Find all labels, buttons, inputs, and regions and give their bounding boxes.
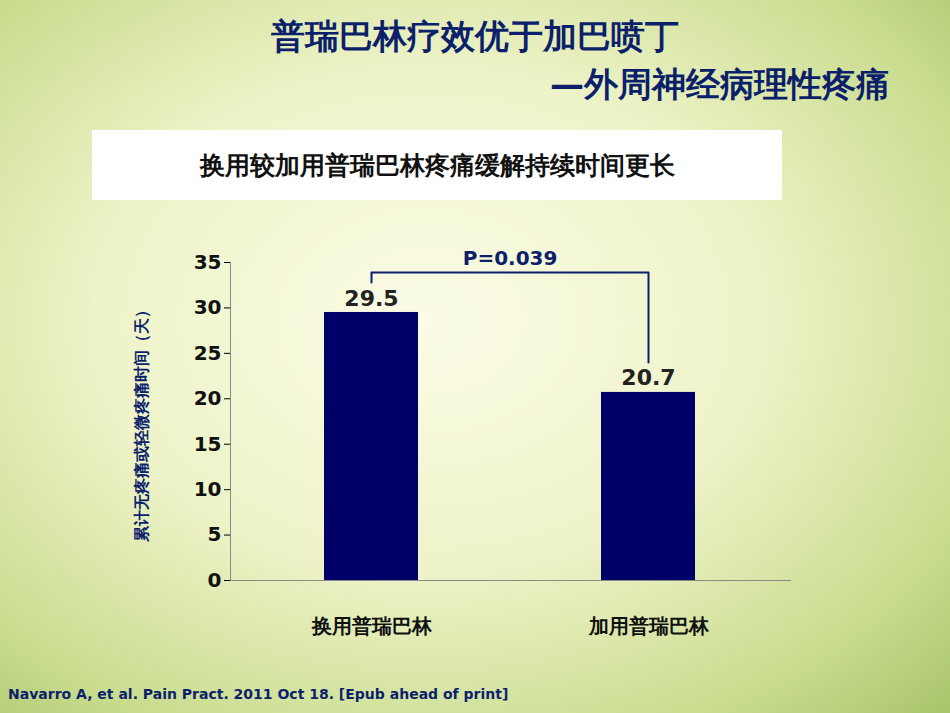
- svg-text:累计无疼痛或轻微疼痛时间（天）: 累计无疼痛或轻微疼痛时间（天）: [132, 302, 151, 543]
- svg-text:35: 35: [194, 250, 222, 274]
- html-text:—外周神经病理性疼痛: —外周神经病理性疼痛: [550, 64, 890, 104]
- svg-text:0: 0: [208, 568, 222, 592]
- svg-text:30: 30: [194, 295, 222, 319]
- html-text:Navarro A, et al. Pain Pract.: Navarro A, et al. Pain Pract. 2011 Oct 1…: [8, 686, 509, 702]
- svg-text:P=0.039: P=0.039: [463, 246, 558, 270]
- svg-text:换用普瑞巴林: 换用普瑞巴林: [311, 614, 433, 638]
- svg-text:加用普瑞巴林: 加用普瑞巴林: [588, 614, 710, 638]
- svg-text:20: 20: [194, 386, 222, 410]
- svg-text:29.5: 29.5: [344, 286, 398, 311]
- svg-text:15: 15: [194, 432, 222, 456]
- svg-text:10: 10: [194, 477, 222, 501]
- svg-text:25: 25: [194, 341, 222, 365]
- html-text:换用较加用普瑞巴林疼痛缓解持续时间更长: 换用较加用普瑞巴林疼痛缓解持续时间更长: [199, 150, 675, 180]
- html-text:普瑞巴林疗效优于加巴喷丁: 普瑞巴林疗效优于加巴喷丁: [271, 16, 679, 56]
- svg-text:5: 5: [208, 522, 222, 546]
- svg-text:20.7: 20.7: [621, 365, 675, 390]
